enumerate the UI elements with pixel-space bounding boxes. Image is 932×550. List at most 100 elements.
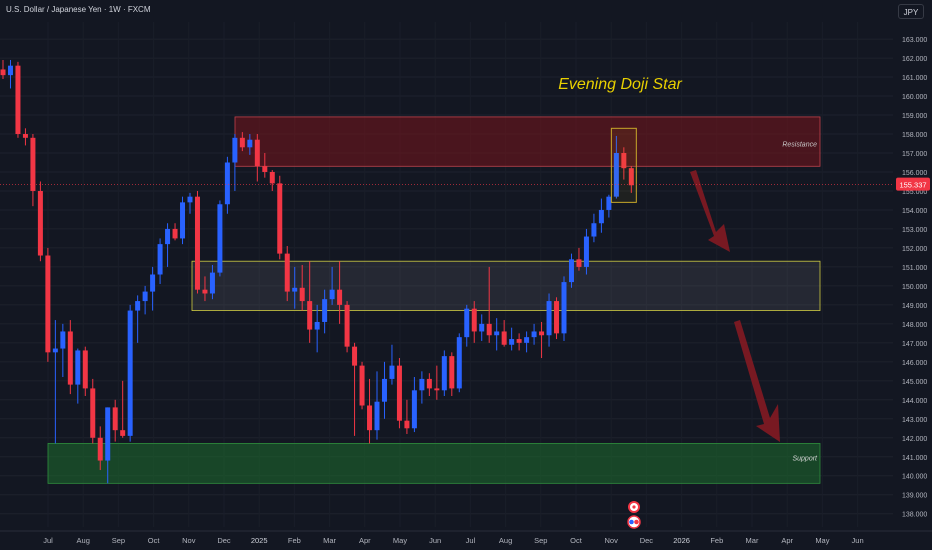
candle-body (516, 339, 522, 343)
candle-body (142, 291, 148, 302)
candle-body (7, 65, 13, 76)
candle-body (471, 308, 477, 332)
y-tick-label: 163.000 (902, 37, 927, 44)
y-tick-label: 156.000 (902, 170, 927, 177)
candle-body (494, 331, 500, 336)
candle-body (120, 430, 126, 436)
y-tick-label: 143.000 (902, 417, 927, 424)
candle-body (254, 139, 260, 167)
candle-body (209, 272, 215, 294)
candle-body (0, 69, 6, 76)
candle-body (509, 339, 515, 345)
candle-body (501, 331, 507, 345)
y-tick-label: 161.000 (902, 75, 927, 82)
pattern-highlight-box (610, 127, 637, 203)
time-axis[interactable]: Jul Aug Sep Oct Nov Dec 2025 Feb Mar Apr May Jun Jul… (0, 530, 932, 545)
x-tick-label: Aug (77, 536, 90, 545)
x-tick-label: 2025 (251, 536, 268, 545)
candle-body (165, 228, 171, 245)
pattern-title: Evening Doji Star (558, 76, 682, 93)
candle-body (374, 401, 380, 431)
candle-body (292, 287, 298, 292)
price-axis[interactable]: 138.000 139.000 140.000 141.000 142.000 143.0… (896, 37, 930, 519)
candle-body (583, 236, 589, 267)
candle-body (456, 337, 462, 389)
x-tick-label: Sep (534, 536, 547, 545)
candle-body (97, 437, 103, 461)
y-tick-label: 157.000 (902, 151, 927, 158)
last-price-badge (896, 177, 930, 191)
candle-body (546, 301, 552, 336)
y-tick-label: 151.000 (902, 265, 927, 272)
candle-body (307, 301, 313, 330)
candle-body (37, 190, 43, 256)
y-tick-label: 162.000 (902, 56, 927, 63)
candle-body (621, 152, 627, 169)
candle-body (45, 255, 51, 353)
candle-body (531, 331, 537, 338)
candle-body (22, 134, 28, 138)
candle-body (60, 331, 66, 349)
candle-body (232, 137, 238, 163)
candle-body (284, 253, 290, 292)
candle-body (419, 378, 425, 391)
x-tick-label: Mar (746, 536, 759, 545)
y-tick-label: 142.000 (902, 436, 927, 443)
x-tick-label: Apr (781, 536, 793, 545)
candle-body (90, 388, 96, 438)
candle-body (568, 259, 574, 283)
y-tick-label: 159.000 (902, 113, 927, 120)
candle-body (449, 356, 455, 389)
candle-body (381, 378, 387, 402)
x-tick-label: Jul (43, 536, 53, 545)
candle-body (598, 209, 604, 224)
x-tick-label: May (815, 536, 829, 545)
y-tick-label: 152.000 (902, 246, 927, 253)
news-flags-icon-dot-a (629, 519, 634, 525)
down-arrow-lower (734, 320, 780, 442)
candle-body (404, 420, 410, 429)
candle-body (441, 356, 447, 391)
x-tick-label: 2026 (673, 536, 690, 545)
candle-body (352, 346, 358, 366)
y-tick-label: 154.000 (902, 208, 927, 215)
candle-body (239, 137, 245, 148)
news-flags-icon-dot-b (634, 519, 639, 525)
x-tick-label: Nov (605, 536, 619, 545)
y-tick-label: 146.000 (902, 360, 927, 367)
candle-body (314, 321, 320, 330)
candle-body (194, 196, 200, 290)
currency-button[interactable]: JPY (898, 4, 924, 19)
candle-body (337, 289, 343, 305)
candle-body (367, 405, 373, 431)
candle-body (396, 365, 402, 421)
x-tick-label: Jun (852, 536, 864, 545)
y-tick-label: 138.000 (902, 512, 927, 519)
x-tick-label: Mar (323, 536, 336, 545)
candle-body (329, 289, 335, 300)
candle-body (150, 274, 156, 292)
y-tick-label: 139.000 (902, 493, 927, 500)
candle-body (67, 331, 73, 385)
candle-body (247, 139, 253, 148)
x-tick-label: Jul (466, 536, 476, 545)
x-tick-label: Apr (359, 536, 371, 545)
mid-zone (191, 260, 821, 311)
candle-body (359, 365, 365, 406)
candle-body (524, 337, 530, 343)
candle-body (217, 204, 223, 273)
last-price-label: 155.337 (899, 181, 926, 190)
x-tick-label: Oct (570, 536, 583, 545)
candle-body (180, 202, 186, 239)
candle-body (202, 289, 208, 294)
candles (0, 59, 634, 484)
candle-body (299, 287, 305, 302)
candle-body (82, 350, 88, 389)
candle-body (15, 65, 21, 135)
candle-body (411, 390, 417, 429)
x-tick-label: Feb (288, 536, 301, 545)
candle-body (539, 331, 545, 336)
candle-body (75, 350, 81, 385)
candle-body (322, 299, 328, 322)
